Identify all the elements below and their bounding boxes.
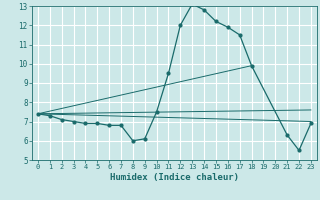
- X-axis label: Humidex (Indice chaleur): Humidex (Indice chaleur): [110, 173, 239, 182]
